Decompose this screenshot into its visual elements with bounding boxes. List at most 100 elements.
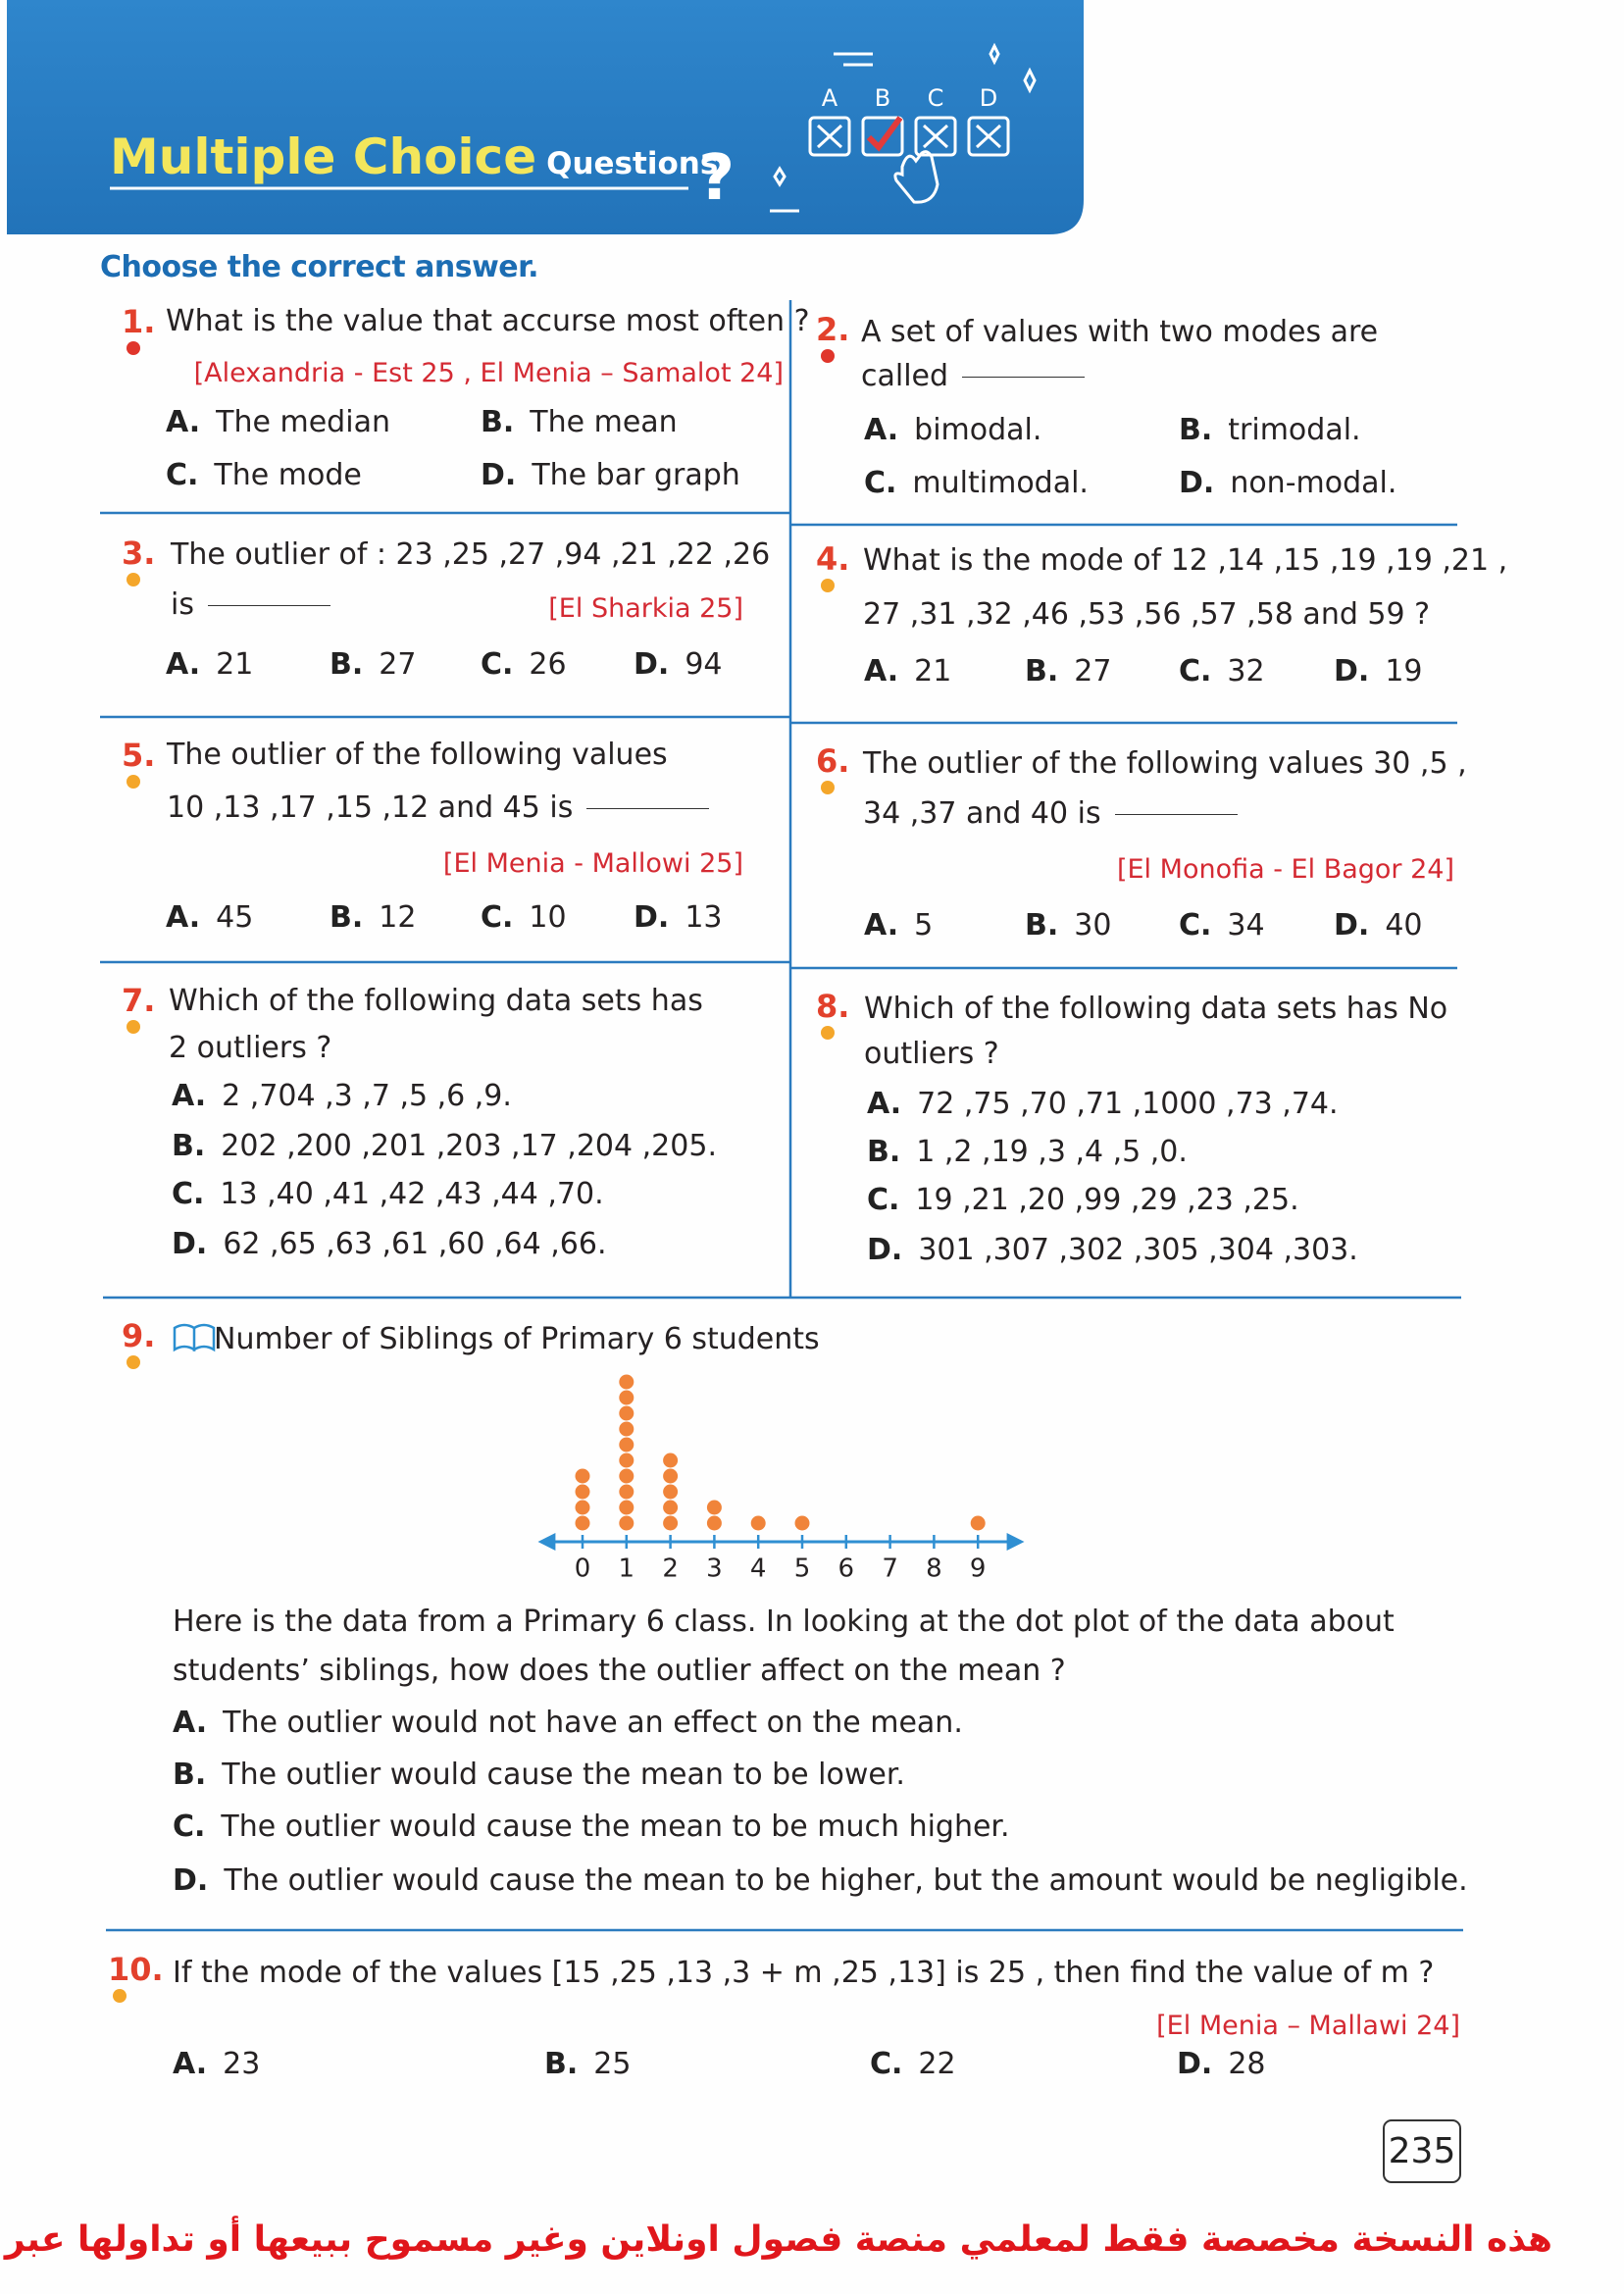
option: C. 13 ,40 ,41 ,42 ,43 ,44 ,70. [172,1177,604,1212]
paragraph: students’ siblings, how does the outlier… [173,1654,1066,1688]
dot [663,1453,679,1468]
option-letter: B. [1179,413,1213,447]
axis-tick-label: 1 [619,1555,635,1584]
source: [Alexandria - Est 25 , El Menia – Samalo… [193,357,784,388]
source: [El Monofia - El Bagor 24] [1116,853,1454,885]
number-dot [113,1989,127,2003]
option-text: 202 ,200 ,201 ,203 ,17 ,204 ,205. [221,1129,717,1163]
option-text: The bar graph [532,458,740,492]
question-number: 7. [122,981,156,1019]
question-text: Which of the following data sets has No [864,992,1448,1026]
footer-notice: هذه النسخة مخصصة فقط لمعلمي منصة فصول او… [0,2219,1552,2261]
option-text: 72 ,75 ,70 ,71 ,1000 ,73 ,74. [917,1087,1339,1121]
answer-blank [962,377,1086,378]
option: B. 12 [330,900,416,936]
option-text: 27 [379,647,417,682]
option: C. 32 [1179,654,1265,689]
option-letter: D. [634,900,670,935]
option-letter: A. [173,2047,208,2081]
dot [794,1515,810,1531]
source: [El Menia - Mallowi 25] [442,847,743,879]
option-text: 5 [914,908,934,943]
question-number: 10. [108,1950,164,1988]
option-text: 21 [216,647,254,682]
option: B. 1 ,2 ,19 ,3 ,4 ,5 ,0. [867,1135,1188,1170]
number-dot [127,775,140,789]
option-text: 21 [914,654,952,688]
number-dot [821,349,835,363]
option-letter: B. [173,1758,207,1792]
question-text: What is the mode of 12 ,14 ,15 ,19 ,19 ,… [863,543,1508,578]
question-number: 4. [816,539,850,578]
option-text: The mode [214,458,362,492]
option-letter: C. [166,458,199,492]
option: A. 72 ,75 ,70 ,71 ,1000 ,73 ,74. [867,1087,1339,1122]
option-letter: C. [172,1177,205,1211]
option: B. 27 [1025,654,1111,689]
option-letter: B. [330,900,364,935]
option: D. 301 ,307 ,302 ,305 ,304 ,303. [867,1233,1358,1268]
axis-tick-label: 2 [662,1555,679,1584]
option-text: The outlier would cause the mean to be h… [224,1863,1468,1898]
option-text: The outlier would cause the mean to be l… [222,1758,905,1792]
dot [619,1405,634,1421]
option-letter: B. [481,405,515,439]
page-number-box [1383,2119,1461,2183]
option: D. 94 [634,647,723,683]
dot [619,1437,634,1453]
option-text: 10 [529,900,567,935]
source: [El Sharkia 25] [548,592,743,624]
option: A. 21 [166,647,253,683]
option-letter: D. [1334,908,1370,943]
dot [575,1484,590,1500]
question-text: What is the value that accurse most ofte… [166,304,810,338]
option-text: 30 [1074,908,1112,943]
option-text: 34 [1227,908,1265,943]
option-text: bimodal. [914,413,1042,447]
option-letter: D. [172,1227,208,1261]
option-letter: D. [481,458,517,492]
option-text: 32 [1227,654,1265,688]
option: D. 40 [1334,908,1423,943]
question-number: 6. [816,741,850,780]
option: C. The mode [166,458,362,493]
axis-tick-label: 8 [926,1555,942,1584]
option-text: The outlier would cause the mean to be m… [221,1810,1010,1844]
dot [663,1515,679,1531]
option-text: 26 [529,647,567,682]
axis-tick-label: 7 [882,1555,898,1584]
dot [619,1374,634,1390]
question-text: A set of values with two modes are [861,315,1379,349]
dot [706,1515,722,1531]
option-text: 1 ,2 ,19 ,3 ,4 ,5 ,0. [916,1135,1188,1169]
option-letter: A. [166,647,201,682]
option-text: The median [216,405,390,439]
question-text: 27 ,31 ,32 ,46 ,53 ,56 ,57 ,58 and 59 ? [863,597,1431,632]
question-number: 3. [122,534,156,572]
option-letter: C. [870,2047,903,2081]
number-dot [127,341,140,355]
option-text: 2 ,704 ,3 ,7 ,5 ,6 ,9. [222,1079,512,1113]
answer-blank [586,808,710,809]
option: A. 23 [173,2047,260,2082]
option-letter: A. [166,900,201,935]
option-letter: A. [166,405,201,439]
option: B. 27 [330,647,416,683]
number-dot [127,1020,140,1034]
axis-tick-label: 5 [794,1555,811,1584]
option-letter: C. [1179,908,1212,943]
header-band [7,0,1084,234]
option-letter: D. [173,1863,209,1898]
option-letter: B. [1025,908,1059,943]
option-letter: A. [864,908,899,943]
option-letter: C. [1179,654,1212,688]
axis-tick-label: 0 [575,1555,591,1584]
option-text: 23 [223,2047,261,2081]
option: C. 26 [481,647,567,683]
option: C. 19 ,21 ,20 ,99 ,29 ,23 ,25. [867,1183,1299,1218]
answer-icon [770,42,1037,213]
option-text: 28 [1228,2047,1266,2081]
option: B. The outlier would cause the mean to be… [173,1758,905,1793]
question-text: 34 ,37 and 40 is [863,796,1238,832]
